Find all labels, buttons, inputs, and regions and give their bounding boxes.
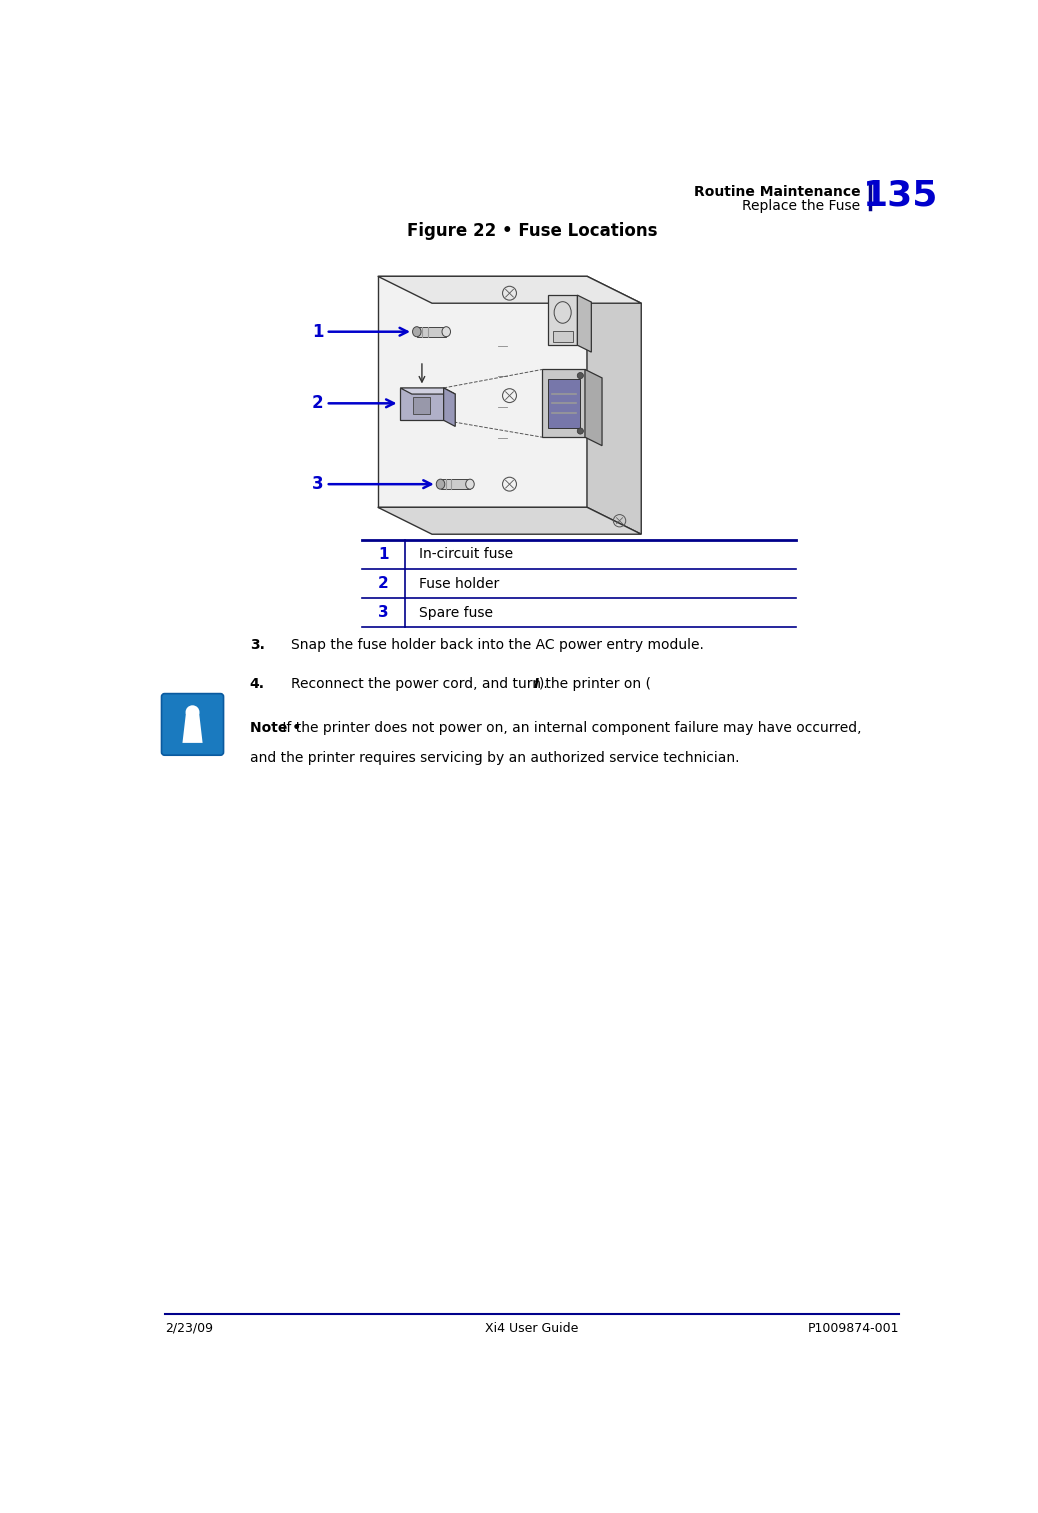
Polygon shape (378, 507, 641, 534)
Text: ).: ). (539, 676, 549, 690)
Ellipse shape (442, 327, 450, 337)
Polygon shape (588, 277, 641, 534)
Text: 3.: 3. (250, 638, 265, 652)
Circle shape (577, 428, 583, 434)
Text: Fuse holder: Fuse holder (418, 576, 499, 590)
Polygon shape (548, 295, 577, 345)
Text: 1: 1 (311, 322, 324, 340)
Text: 2: 2 (311, 395, 324, 413)
Polygon shape (378, 277, 641, 303)
Text: Reconnect the power cord, and turn the printer on (: Reconnect the power cord, and turn the p… (291, 676, 651, 690)
Text: Routine Maintenance: Routine Maintenance (694, 186, 861, 200)
Bar (548, 378, 579, 428)
Bar (417, 327, 446, 337)
Circle shape (186, 705, 199, 719)
Text: Note •: Note • (250, 722, 301, 735)
Text: Snap the fuse holder back into the AC power entry module.: Snap the fuse holder back into the AC po… (291, 638, 704, 652)
Circle shape (577, 372, 583, 378)
Text: Spare fuse: Spare fuse (418, 605, 493, 620)
Text: 2: 2 (378, 576, 389, 592)
Text: Xi4 User Guide: Xi4 User Guide (486, 1322, 578, 1334)
Polygon shape (378, 277, 588, 507)
FancyBboxPatch shape (162, 693, 223, 755)
Polygon shape (577, 295, 592, 353)
Ellipse shape (466, 480, 474, 489)
Ellipse shape (436, 480, 445, 489)
Text: I: I (534, 676, 539, 690)
Text: 4.: 4. (250, 676, 265, 690)
Text: 135: 135 (864, 179, 938, 212)
Text: Replace the Fuse: Replace the Fuse (742, 200, 861, 213)
Text: and the printer requires servicing by an authorized service technician.: and the printer requires servicing by an… (250, 750, 739, 764)
Polygon shape (401, 387, 456, 393)
Text: 3: 3 (378, 605, 389, 620)
Polygon shape (543, 369, 585, 437)
Polygon shape (585, 369, 602, 446)
Polygon shape (183, 710, 202, 743)
Text: Figure 22 • Fuse Locations: Figure 22 • Fuse Locations (407, 222, 657, 241)
Bar (413, 396, 430, 415)
Ellipse shape (412, 327, 421, 337)
Bar (440, 480, 470, 489)
Text: 1: 1 (378, 546, 389, 561)
Text: In-circuit fuse: In-circuit fuse (418, 548, 513, 561)
Text: If the printer does not power on, an internal component failure may have occurre: If the printer does not power on, an int… (278, 722, 862, 735)
Bar (552, 331, 573, 342)
Text: 2/23/09: 2/23/09 (165, 1322, 213, 1334)
Polygon shape (401, 387, 443, 421)
Polygon shape (443, 387, 456, 427)
Text: 3: 3 (311, 475, 324, 493)
Text: P1009874-001: P1009874-001 (808, 1322, 899, 1334)
